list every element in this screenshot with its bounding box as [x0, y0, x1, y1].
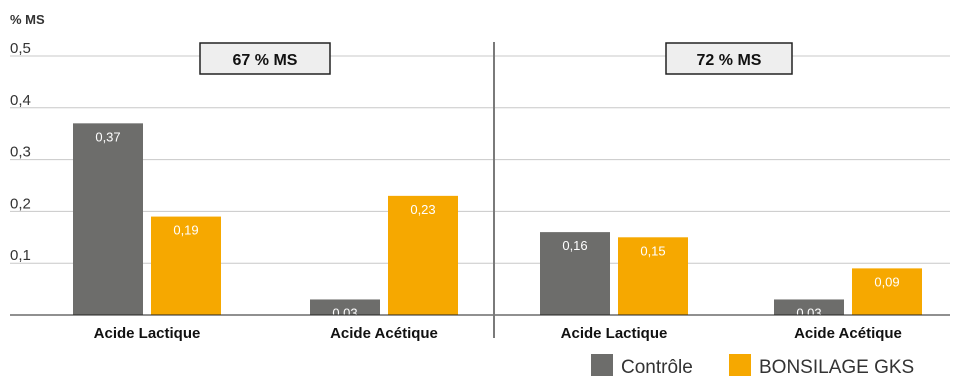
panel-labels: 67 % MS 72 % MS [199, 42, 793, 75]
bar-value-label: 0,03 [332, 305, 357, 320]
bar-controle [73, 123, 143, 315]
category-label: Acide Lactique [94, 325, 201, 342]
y-tick-label: 0,3 [10, 144, 31, 161]
bars: 0,37 0,19 0,03 0,23 0,16 0,15 0,03 0,09 [73, 123, 922, 320]
bar-value-label: 0,19 [173, 223, 198, 238]
category-label: Acide Acétique [794, 325, 902, 342]
bar-value-label: 0,23 [410, 202, 435, 217]
bar-bonsilage [852, 268, 922, 315]
legend-swatch-bonsilage [729, 354, 751, 376]
y-tick-label: 0,4 [10, 92, 31, 109]
panel-label-box [665, 42, 793, 75]
y-tick-label: 0,2 [10, 195, 31, 212]
legend-label-bonsilage: BONSILAGE GKS [759, 357, 914, 378]
bar-controle [774, 299, 844, 315]
bar-bonsilage [151, 216, 221, 315]
bar-controle [310, 299, 380, 315]
bar-controle [540, 232, 610, 315]
bar-value-label: 0,16 [562, 238, 587, 253]
panel-label: 67 % MS [233, 52, 298, 69]
bar-value-label: 0,09 [874, 274, 899, 289]
legend-label-controle: Contrôle [621, 357, 693, 378]
bar-value-label: 0,03 [796, 305, 821, 320]
y-tick-label: 0,1 [10, 247, 31, 264]
category-labels: Acide Lactique Acide Acétique Acide Lactiq… [94, 325, 902, 342]
y-tick-label: 0,5 [10, 40, 31, 57]
panel-label-box [199, 42, 331, 75]
bar-bonsilage [618, 237, 688, 315]
legend: Contrôle BONSILAGE GKS [591, 354, 914, 378]
y-axis-ticks: 0,1 0,2 0,3 0,4 0,5 [10, 40, 31, 264]
panel-label: 72 % MS [697, 52, 762, 69]
gridlines [10, 55, 950, 264]
category-label: Acide Acétique [330, 325, 438, 342]
category-label: Acide Lactique [561, 325, 668, 342]
bar-value-label: 0,37 [95, 129, 120, 144]
legend-swatch-controle [591, 354, 613, 376]
y-axis-unit-label: % MS [10, 12, 45, 27]
bar-bonsilage [388, 195, 458, 315]
bar-value-label: 0,15 [640, 243, 665, 258]
